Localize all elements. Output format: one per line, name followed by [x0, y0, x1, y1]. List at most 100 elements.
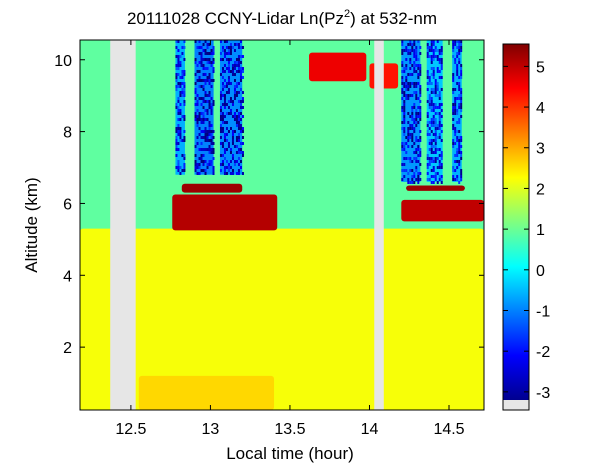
noise-cell — [409, 124, 412, 127]
noise-cell — [415, 49, 418, 52]
noise-cell — [438, 160, 441, 163]
noise-cell — [401, 82, 404, 85]
noise-cell — [202, 118, 205, 121]
noise-cell — [177, 61, 180, 64]
noise-cell — [403, 115, 406, 118]
noise-cell — [419, 100, 422, 103]
noise-cell — [438, 121, 441, 124]
noise-cell — [436, 58, 439, 61]
noise-cell — [225, 133, 228, 136]
noise-cell — [208, 52, 211, 55]
noise-cell — [413, 40, 416, 43]
noise-cell — [227, 169, 230, 172]
noise-cell — [428, 157, 431, 160]
noise-cell — [208, 148, 211, 151]
noise-cell — [409, 73, 412, 76]
noise-cell — [401, 178, 404, 181]
noise-cell — [401, 97, 404, 100]
noise-cell — [219, 124, 222, 127]
noise-cell — [454, 130, 457, 133]
noise-cell — [456, 121, 459, 124]
noise-cell — [434, 127, 437, 130]
noise-cell — [430, 100, 433, 103]
noise-cell — [204, 133, 207, 136]
noise-cell — [202, 169, 205, 172]
noise-cell — [233, 145, 236, 148]
noise-cell — [223, 97, 226, 100]
noise-cell — [177, 109, 180, 112]
noise-cell — [194, 118, 197, 121]
noise-cell — [196, 142, 199, 145]
noise-cell — [227, 142, 230, 145]
plot-frame — [79, 39, 485, 411]
noise-cell — [183, 82, 186, 85]
noise-cell — [223, 133, 226, 136]
noise-cell — [438, 163, 441, 166]
noise-cell — [231, 64, 234, 67]
colorbar-tick-label: 4 — [536, 100, 545, 117]
noise-cell — [208, 73, 211, 76]
noise-cell — [221, 67, 224, 70]
noise-cell — [241, 76, 244, 79]
noise-cell — [434, 85, 437, 88]
noise-cell — [227, 88, 230, 91]
noise-cell — [210, 163, 213, 166]
noise-cell — [438, 91, 441, 94]
noise-cell — [223, 166, 226, 169]
noise-cell — [223, 148, 226, 151]
noise-cell — [440, 67, 443, 70]
noise-cell — [405, 97, 408, 100]
noise-cell — [452, 91, 455, 94]
noise-cell — [239, 106, 242, 109]
noise-cell — [177, 133, 180, 136]
noise-cell — [432, 91, 435, 94]
noise-cell — [221, 76, 224, 79]
noise-cell — [179, 82, 182, 85]
noise-cell — [428, 121, 431, 124]
noise-cell — [208, 43, 211, 46]
noise-cell — [204, 52, 207, 55]
noise-cell — [440, 139, 443, 142]
noise-cell — [454, 160, 457, 163]
noise-cell — [196, 46, 199, 49]
noise-cell — [401, 169, 404, 172]
noise-cell — [206, 109, 209, 112]
y-axis-label: Altitude (km) — [22, 177, 41, 272]
noise-cell — [223, 139, 226, 142]
noise-cell — [177, 142, 180, 145]
noise-cell — [456, 175, 459, 178]
noise-cell — [430, 91, 433, 94]
noise-cell — [434, 88, 437, 91]
noise-cell — [460, 151, 463, 154]
noise-cell — [177, 73, 180, 76]
noise-cell — [229, 112, 232, 115]
noise-cell — [183, 100, 186, 103]
noise-cell — [219, 127, 222, 130]
noise-cell — [196, 103, 199, 106]
noise-cell — [405, 64, 408, 67]
noise-cell — [454, 43, 457, 46]
noise-cell — [179, 94, 182, 97]
noise-cell — [413, 127, 416, 130]
noise-cell — [198, 163, 201, 166]
noise-cell — [177, 130, 180, 133]
noise-cell — [225, 172, 228, 175]
noise-cell — [432, 118, 435, 121]
noise-cell — [206, 139, 209, 142]
noise-cell — [241, 67, 244, 70]
noise-cell — [458, 76, 461, 79]
noise-cell — [194, 163, 197, 166]
noise-cell — [413, 118, 416, 121]
noise-cell — [456, 112, 459, 115]
noise-cell — [419, 73, 422, 76]
noise-cell — [407, 145, 410, 148]
noise-cell — [417, 73, 420, 76]
noise-cell — [219, 94, 222, 97]
noise-cell — [177, 100, 180, 103]
colorbar-frame — [502, 43, 530, 411]
noise-cell — [227, 82, 230, 85]
x-tick-label: 12.5 — [115, 421, 146, 438]
noise-cell — [200, 142, 203, 145]
noise-cell — [183, 94, 186, 97]
noise-cell — [179, 172, 182, 175]
